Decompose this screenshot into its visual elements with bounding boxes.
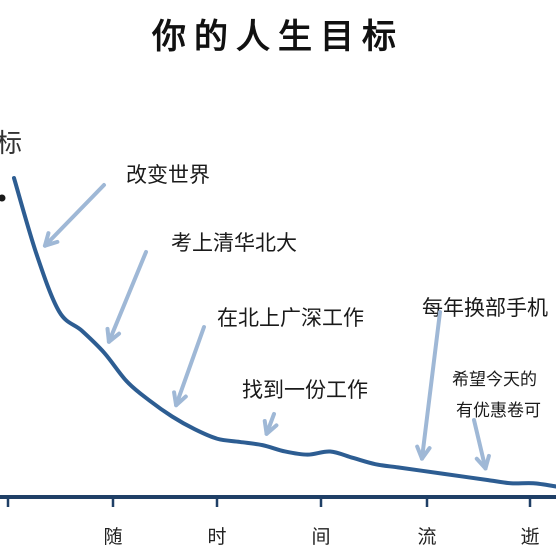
annotation-arrowhead [262,419,279,436]
annotation-hope-today: 希望今天的 [452,370,537,390]
annotation-arrow [419,310,442,461]
annotation-arrow [106,250,148,344]
x-axis-ticks [6,497,532,507]
annotation-arrowhead [172,390,188,408]
annotation-arrow [42,183,106,248]
life-goal-line [12,176,556,489]
annotation-arrowhead [42,231,60,248]
x-axis-tick-labels: 随时间流逝 [103,526,539,548]
x-tick-label: 随 [103,526,122,548]
annotation-arrows [42,183,491,471]
x-tick-label: 间 [311,526,330,548]
annotation-arrowhead [415,444,432,461]
annotation-top-university: 考上清华北大 [171,231,297,255]
annotations: 改变世界 考上清华北大 在北上广深工作 找到一份工作 每年换部手机 希望今天的 … [42,163,548,471]
annotation-new-phone: 每年换部手机 [422,296,548,320]
annotation-big-city-job: 在北上广深工作 [217,306,364,330]
x-tick-label: 逝 [520,526,539,548]
x-tick-label: 时 [207,526,226,548]
annotation-arrowhead [474,453,491,471]
y-axis-label: 标 [0,129,22,159]
x-tick-label: 流 [417,526,436,548]
annotation-arrowhead [105,326,122,344]
start-point [0,194,6,202]
annotation-change-world: 改变世界 [126,163,210,187]
annotation-coupon: 有优惠卷可 [456,401,541,421]
annotation-find-a-job: 找到一份工作 [242,378,368,402]
chart-title: 你的人生目标 [151,17,404,57]
annotation-arrow [472,418,488,471]
annotation-arrow [174,325,206,408]
